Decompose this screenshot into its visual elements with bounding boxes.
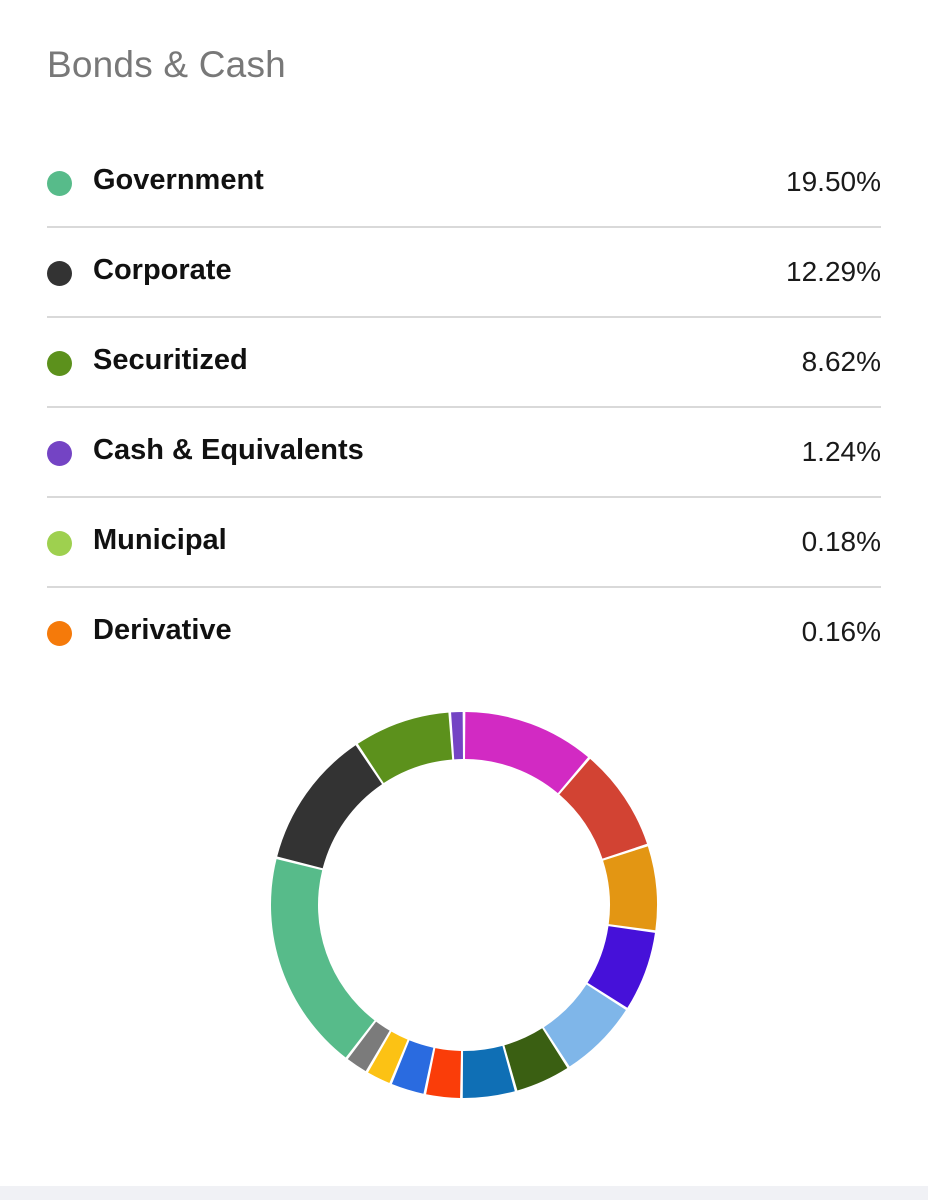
legend-row-securitized[interactable]: Securitized 8.62% <box>47 318 881 408</box>
legend-list: Government 19.50% Corporate 12.29% Secur… <box>47 138 881 678</box>
legend-row-corporate[interactable]: Corporate 12.29% <box>47 228 881 318</box>
legend-row-derivative[interactable]: Derivative 0.16% <box>47 588 881 678</box>
legend-label: Cash & Equivalents <box>93 434 364 466</box>
legend-label: Derivative <box>93 614 232 646</box>
donut-segment-1[interactable] <box>465 712 589 794</box>
legend-value: 8.62% <box>801 346 881 377</box>
donut-segment-8[interactable] <box>426 1048 462 1098</box>
donut-segment-13[interactable] <box>277 745 383 869</box>
section-title: Bonds & Cash <box>47 44 286 85</box>
donut-segment-12[interactable] <box>271 859 375 1058</box>
donut-segment-5[interactable] <box>543 984 626 1067</box>
donut-segment-15[interactable] <box>451 712 463 760</box>
bottom-divider <box>0 1186 928 1200</box>
legend-value: 12.29% <box>786 256 881 287</box>
legend-row-municipal[interactable]: Municipal 0.18% <box>47 498 881 588</box>
legend-label: Government <box>93 164 264 196</box>
donut-segment-10[interactable] <box>368 1031 408 1083</box>
legend-dot <box>47 351 72 376</box>
legend-label: Municipal <box>93 524 227 556</box>
legend-value: 0.16% <box>801 616 881 647</box>
legend-dot <box>47 531 72 556</box>
legend-dot <box>47 171 72 196</box>
legend-value: 1.24% <box>801 436 881 467</box>
legend-value: 0.18% <box>801 526 881 557</box>
donut-segment-7[interactable] <box>462 1045 515 1098</box>
legend-label: Securitized <box>93 344 248 376</box>
legend-dot <box>47 441 72 466</box>
legend-dot <box>47 261 72 286</box>
donut-segment-11[interactable] <box>347 1021 390 1072</box>
donut-chart-container <box>264 705 664 1105</box>
legend-dot <box>47 621 72 646</box>
donut-segment-6[interactable] <box>504 1028 568 1091</box>
legend-row-cash-equivalents[interactable]: Cash & Equivalents 1.24% <box>47 408 881 498</box>
donut-segment-9[interactable] <box>391 1040 434 1094</box>
donut-segment-14[interactable] <box>357 712 453 784</box>
donut-segment-2[interactable] <box>559 758 648 859</box>
legend-value: 19.50% <box>786 166 881 197</box>
donut-chart <box>271 712 657 1098</box>
donut-segment-4[interactable] <box>587 926 655 1008</box>
legend-row-government[interactable]: Government 19.50% <box>47 138 881 228</box>
donut-segment-3[interactable] <box>603 846 657 931</box>
legend-label: Corporate <box>93 254 232 286</box>
